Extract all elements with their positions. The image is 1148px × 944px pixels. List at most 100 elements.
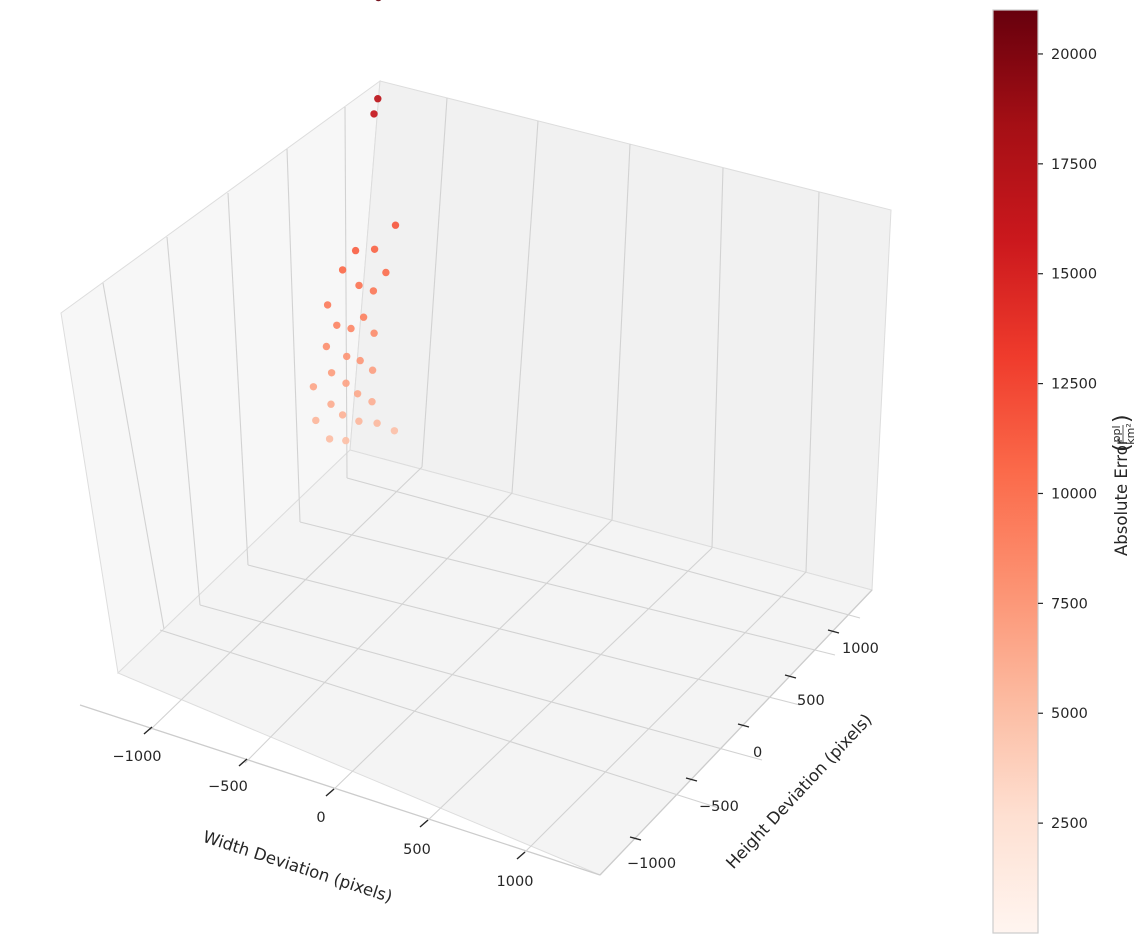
left-pane-grid-line	[227, 192, 249, 566]
x-tick-label: −1000	[112, 749, 161, 765]
floor-grid-line	[247, 564, 801, 706]
floor-grid-line	[424, 547, 713, 824]
floor-grid-line	[299, 521, 836, 656]
x-tick-mark	[419, 819, 429, 828]
x-tick-mark	[238, 758, 248, 767]
y-tick-mark	[629, 836, 642, 841]
x-tick-mark	[143, 726, 153, 735]
tick-marks	[143, 629, 840, 860]
floor-grid-line	[199, 604, 763, 761]
x-tick-mark	[516, 851, 526, 860]
x-tick-label: −500	[208, 779, 248, 795]
left-pane-grid-line	[344, 106, 348, 479]
data-point	[323, 301, 332, 309]
y-axis-label: Height Deviation (pixels)	[722, 710, 875, 873]
x-tick-label: 500	[403, 842, 431, 858]
back-pane-grid-line	[421, 97, 448, 468]
data-point	[338, 411, 347, 419]
floor-grid-line	[329, 519, 613, 794]
data-point	[391, 221, 400, 229]
floor-grid-line	[149, 466, 423, 731]
colorbar-tick-label: 17500	[1051, 157, 1097, 173]
colorbar-label-units-numerator: ppl	[1110, 425, 1123, 442]
data-point	[338, 266, 347, 274]
colorbar-label-text: Absolute Error	[1112, 438, 1131, 556]
data-point	[355, 281, 363, 290]
colorbar-ticks: 2500 5000 7500 10000 12500 15000 17500 20000	[1038, 47, 1097, 832]
x-tick-label: 0	[316, 810, 325, 826]
x-tick-label: 1000	[497, 874, 534, 890]
y-tick-label: 1000	[842, 641, 879, 657]
colorbar-tick-label: 12500	[1051, 377, 1097, 393]
x-axis-label: Width Deviation (pixels)	[201, 827, 395, 906]
y-tick-mark	[827, 629, 840, 634]
colorbar-label: Absolute Error ( ppl km² )	[1110, 414, 1137, 556]
data-point	[342, 436, 350, 445]
scatter-points	[309, 0, 400, 445]
data-point	[327, 369, 336, 377]
data-point	[374, 95, 382, 103]
left-pane-grid-line	[166, 236, 201, 606]
colorbar: 2500 5000 7500 10000 12500 15000 17500 20000 Ab…	[992, 9, 1137, 934]
colorbar-label-paren-open: (	[1110, 443, 1135, 452]
y-tick-label: −1000	[627, 856, 676, 872]
colorbar-label-paren-close: )	[1110, 414, 1135, 423]
axes-panes	[60, 79, 892, 876]
right-front-edge	[599, 589, 873, 876]
data-point	[390, 427, 399, 435]
data-point	[312, 416, 320, 425]
data-point	[370, 245, 379, 253]
data-point	[355, 417, 363, 425]
data-point	[369, 287, 378, 295]
y-tick-mark	[685, 777, 698, 782]
x-tick-mark	[325, 788, 335, 797]
y-tick-label: 0	[753, 745, 762, 761]
data-point	[353, 390, 362, 398]
data-point	[351, 246, 360, 255]
data-point	[327, 400, 335, 408]
grid-lines	[102, 97, 861, 856]
floor-grid-line	[521, 571, 807, 856]
floor-grid-line	[346, 477, 861, 619]
floor-grid-line	[159, 629, 726, 811]
bottom-front-edge	[79, 704, 601, 876]
data-point	[342, 379, 350, 387]
data-point	[309, 383, 318, 391]
data-point	[347, 324, 355, 333]
y-tick-mark	[784, 674, 797, 679]
back-pane-grid-line	[805, 191, 820, 573]
colorbar-tick-label: 15000	[1051, 267, 1097, 283]
colorbar-tick-label: 5000	[1051, 706, 1088, 722]
colorbar-tick-label: 20000	[1051, 47, 1097, 63]
back-pane-grid-line	[711, 167, 724, 549]
colorbar-tick-label: 10000	[1051, 486, 1097, 502]
data-point	[370, 110, 378, 118]
data-point	[368, 398, 376, 406]
y-tick-labels: −1000 −500 0 500 1000	[627, 641, 879, 872]
data-point	[368, 366, 377, 374]
y-tick-label: −500	[699, 799, 739, 815]
data-point	[359, 313, 368, 321]
data-point	[333, 321, 341, 329]
y-tick-mark	[737, 723, 750, 728]
data-point	[382, 268, 390, 277]
floor-grid-line	[244, 492, 513, 764]
data-point	[373, 419, 381, 427]
back-pane-grid-line	[511, 120, 539, 494]
left-pane-grid-line	[102, 282, 165, 630]
data-point	[375, 0, 382, 2]
data-point	[322, 342, 331, 351]
colorbar-tick-label: 7500	[1051, 596, 1088, 612]
data-point	[325, 435, 334, 443]
data-point	[356, 356, 364, 365]
data-point	[370, 329, 378, 337]
colorbar-label-units-denominator: km²	[1124, 423, 1137, 445]
data-point	[343, 352, 351, 361]
colorbar-tick-label: 2500	[1051, 816, 1088, 832]
left-pane-grid-line	[286, 148, 301, 523]
x-tick-labels: −1000 −500 0 500 1000	[112, 749, 533, 890]
colorbar-gradient	[992, 9, 1039, 934]
y-tick-label: 500	[797, 693, 825, 709]
back-pane-grid-line	[611, 143, 631, 521]
